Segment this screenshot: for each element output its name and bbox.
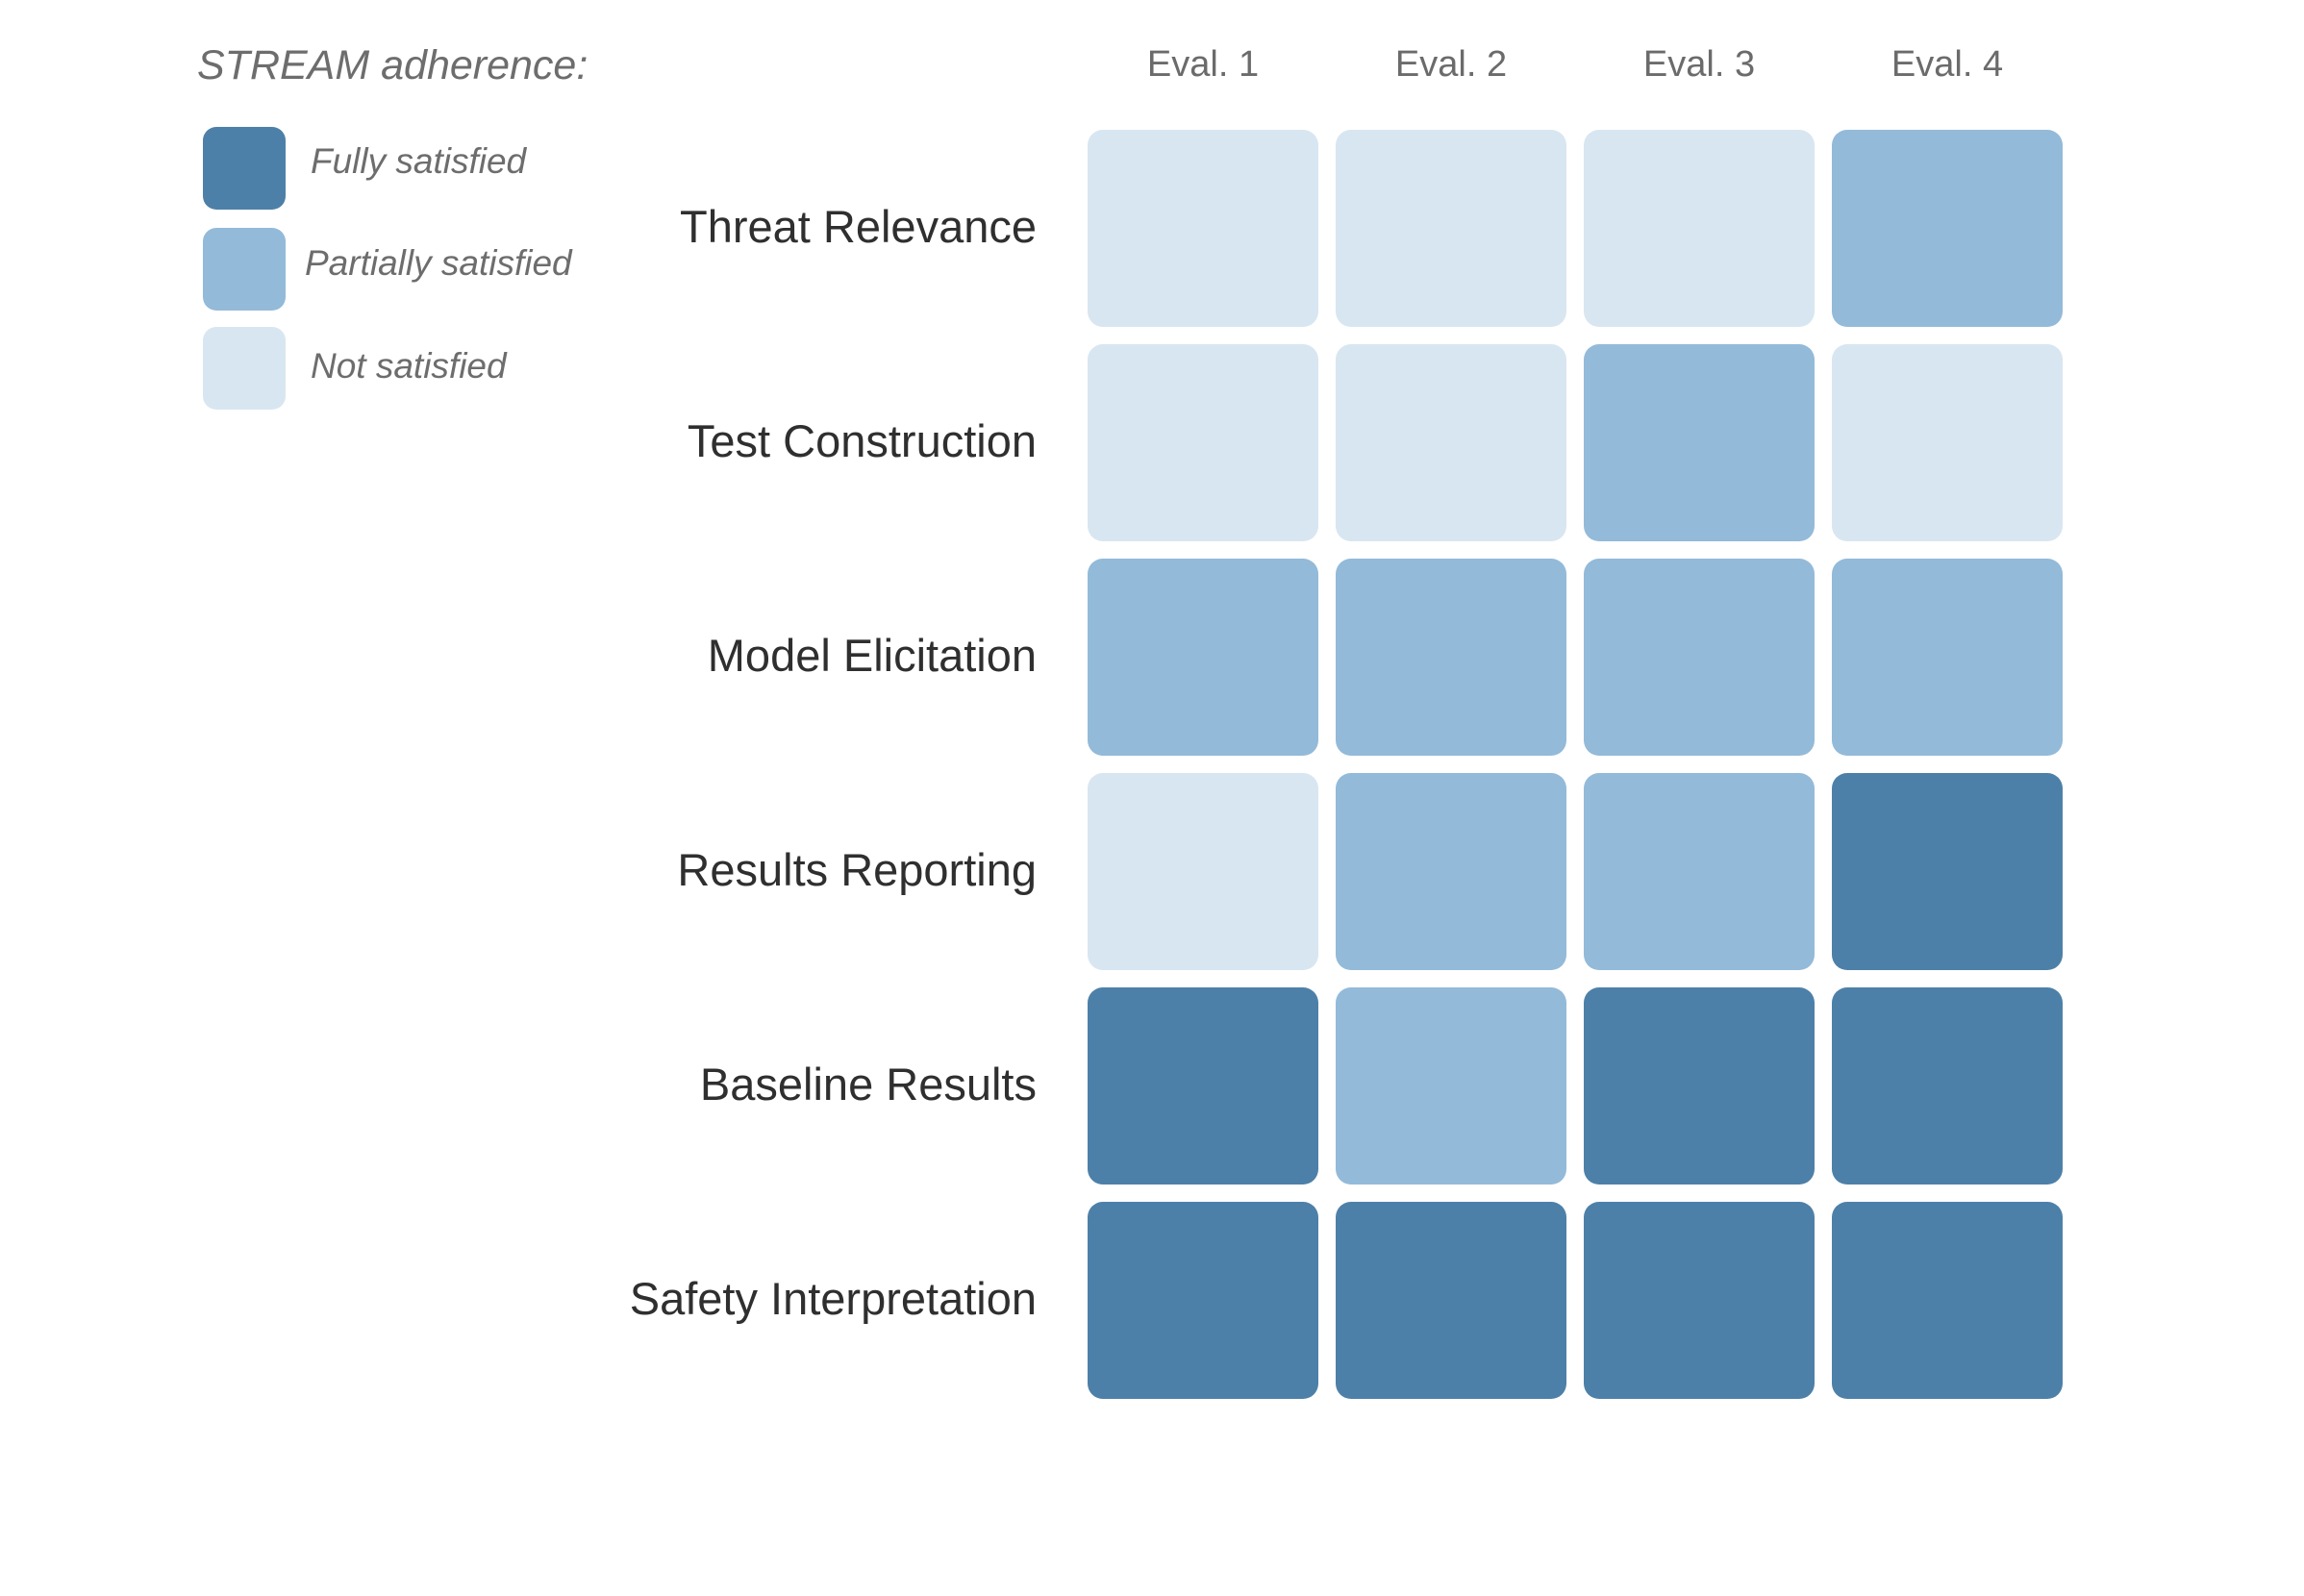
heatmap-cell-r1-c4: [1832, 130, 2063, 327]
heatmap-cell-r4-c3: [1584, 773, 1815, 970]
heatmap-cell-r3-c1: [1088, 559, 1318, 756]
heatmap-cell-r1-c2: [1336, 130, 1566, 327]
heatmap-cell-r2-c4: [1832, 344, 2063, 541]
row-label-threat-relevance: Threat Relevance: [680, 200, 1037, 252]
heatmap-cell-r4-c4: [1832, 773, 2063, 970]
heatmap-cell-r6-c1: [1088, 1202, 1318, 1399]
row-label-safety-interpretation: Safety Interpretation: [629, 1272, 1037, 1324]
row-label-test-construction: Test Construction: [687, 414, 1037, 466]
legend-swatch-full: [203, 127, 286, 210]
heatmap-cell-r5-c3: [1584, 987, 1815, 1185]
heatmap-cell-r2-c2: [1336, 344, 1566, 541]
heatmap-cell-r1-c3: [1584, 130, 1815, 327]
legend-label-none: Not satisfied: [311, 346, 507, 386]
heatmap-cell-r5-c2: [1336, 987, 1566, 1185]
row-label-baseline-results: Baseline Results: [699, 1058, 1037, 1110]
column-label-1: Eval. 1: [1146, 44, 1260, 85]
heatmap-cell-r5-c1: [1088, 987, 1318, 1185]
heatmap-cell-r3-c4: [1832, 559, 2063, 756]
heatmap-cell-r6-c3: [1584, 1202, 1815, 1399]
heatmap-cell-r6-c2: [1336, 1202, 1566, 1399]
column-label-3: Eval. 3: [1642, 44, 1756, 85]
heatmap-cell-r1-c1: [1088, 130, 1318, 327]
column-label-2: Eval. 2: [1394, 44, 1508, 85]
heatmap-cell-r6-c4: [1832, 1202, 2063, 1399]
heatmap-cell-r3-c3: [1584, 559, 1815, 756]
row-label-results-reporting: Results Reporting: [677, 843, 1037, 895]
heatmap-cell-r5-c4: [1832, 987, 2063, 1185]
legend-swatch-partial: [203, 228, 286, 311]
legend-label-full: Fully satisfied: [311, 141, 527, 181]
column-label-4: Eval. 4: [1891, 44, 2004, 85]
heatmap-cell-r4-c1: [1088, 773, 1318, 970]
heatmap-cell-r4-c2: [1336, 773, 1566, 970]
legend-swatch-none: [203, 327, 286, 410]
row-label-model-elicitation: Model Elicitation: [707, 629, 1037, 681]
legend-title: STREAM adherence:: [197, 42, 589, 88]
heatmap-cell-r3-c2: [1336, 559, 1566, 756]
heatmap-cell-r2-c3: [1584, 344, 1815, 541]
legend-label-partial: Partially satisfied: [305, 243, 572, 283]
heatmap-cell-r2-c1: [1088, 344, 1318, 541]
